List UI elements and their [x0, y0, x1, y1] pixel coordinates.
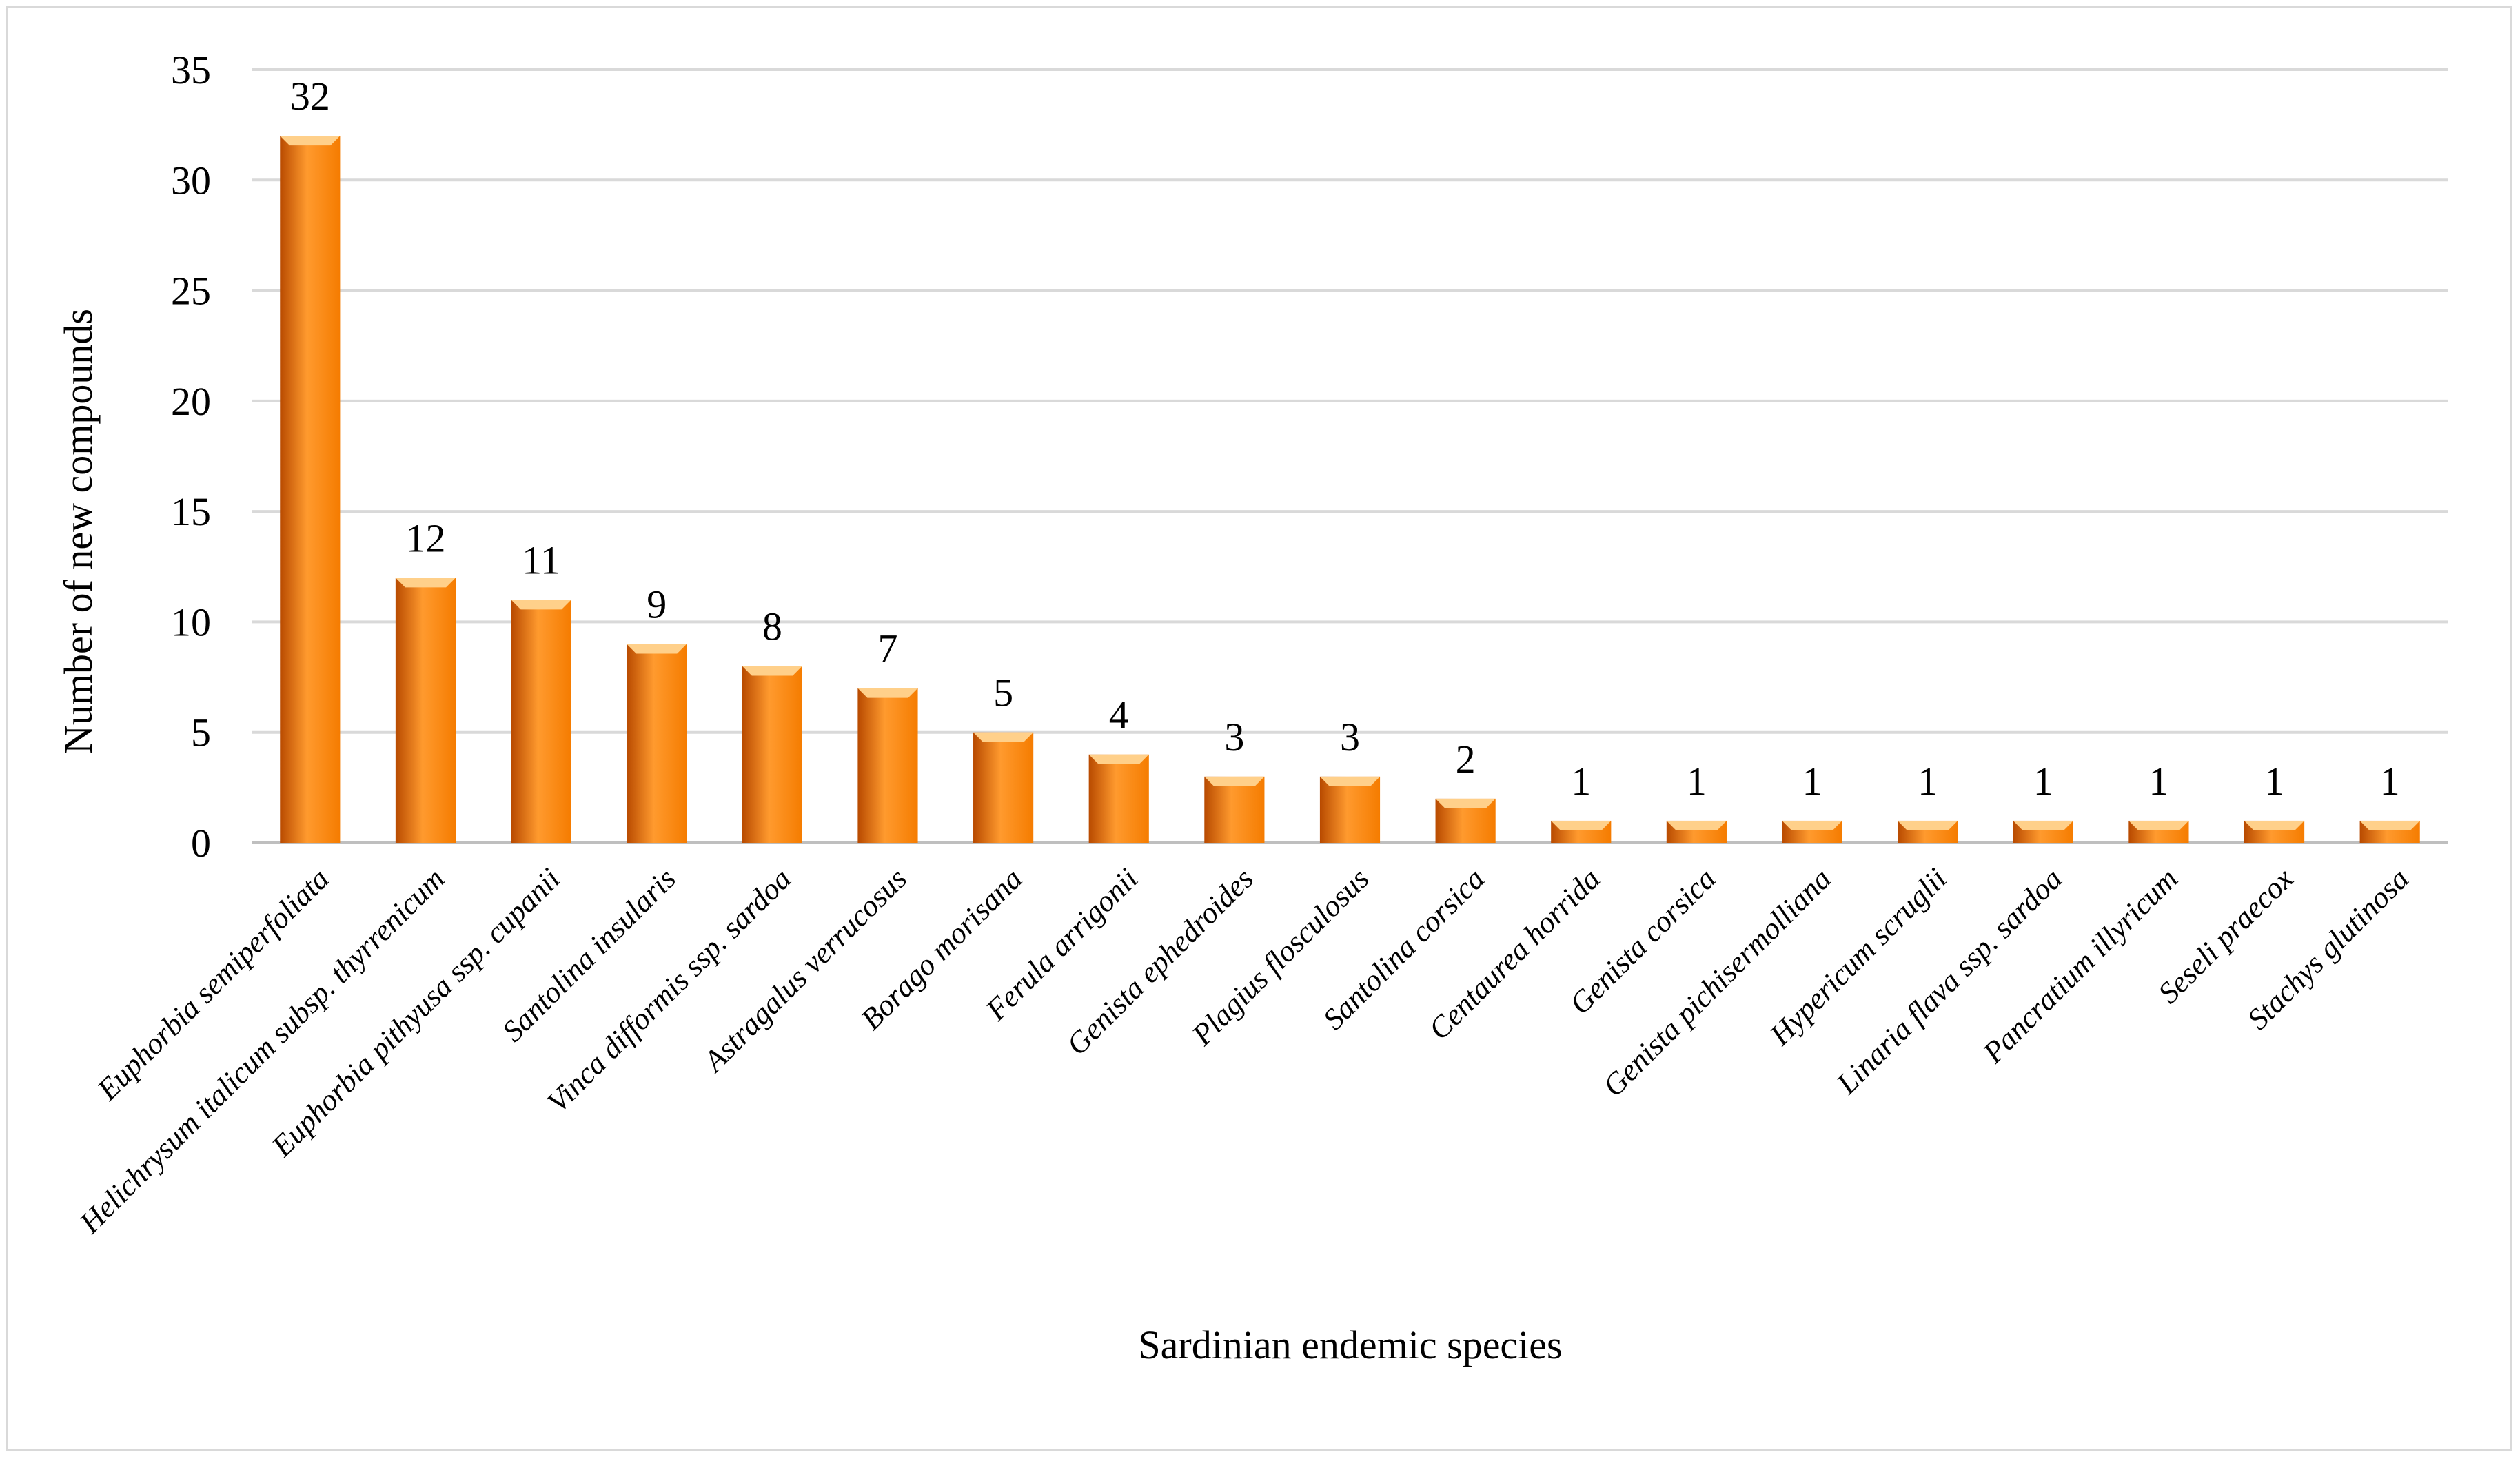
bar-highlight: [2013, 820, 2073, 830]
bar-highlight: [1435, 798, 1496, 808]
data-label: 2: [1456, 737, 1476, 781]
bar-highlight: [2128, 820, 2189, 830]
bar-highlight: [627, 644, 687, 654]
data-label: 9: [647, 582, 667, 626]
data-label: 1: [1687, 759, 1707, 804]
bar-highlight: [2244, 820, 2305, 830]
category-label: Linaria flava ssp. sardoa: [1829, 861, 2069, 1101]
y-tick-label: 5: [191, 711, 211, 755]
bar-highlight: [1898, 820, 1958, 830]
bar-highlight: [1204, 776, 1265, 786]
data-label: 8: [762, 604, 782, 649]
data-label: 1: [2148, 759, 2168, 804]
data-label: 1: [2033, 759, 2053, 804]
bar-highlight: [857, 688, 918, 698]
data-label: 1: [2264, 759, 2284, 804]
data-label: 1: [2380, 759, 2400, 804]
y-tick-label: 20: [171, 379, 211, 424]
bar-highlight: [1666, 820, 1727, 830]
category-label: Astragalus verrucosus: [695, 861, 913, 1079]
bar: [511, 600, 571, 843]
bar: [742, 666, 802, 843]
bar-highlight: [1551, 820, 1612, 830]
data-label: 4: [1109, 693, 1129, 737]
bar-highlight: [1782, 820, 1842, 830]
y-tick-label: 35: [171, 48, 211, 92]
y-tick-label: 30: [171, 158, 211, 203]
data-label: 12: [405, 515, 445, 560]
category-label: Genista pichisermolliana: [1596, 861, 1838, 1103]
y-tick-label: 15: [171, 489, 211, 534]
bar: [1204, 776, 1265, 843]
x-axis-title: Sardinian endemic species: [1138, 1322, 1562, 1367]
data-label: 7: [877, 626, 897, 671]
bar-highlight: [511, 600, 571, 610]
gridlines: [252, 68, 2448, 844]
category-label: Vinca difformis ssp. sardoa: [540, 861, 797, 1118]
bar-highlight: [1319, 776, 1381, 786]
y-tick-label: 0: [191, 821, 211, 866]
bar-highlight: [2359, 820, 2420, 830]
bar-highlight: [395, 578, 456, 588]
bar: [627, 644, 687, 843]
category-label: Euphorbia semiperfoliata: [90, 861, 336, 1107]
bar: [280, 136, 341, 844]
y-tick-label: 25: [171, 269, 211, 314]
bar-highlight: [973, 732, 1034, 742]
data-label: 3: [1340, 715, 1360, 759]
bar-highlight: [1088, 754, 1149, 764]
y-tick-label: 10: [171, 600, 211, 644]
bar: [857, 688, 918, 843]
data-label: 32: [290, 74, 330, 119]
y-axis-title: Number of new compounds: [56, 309, 101, 754]
bar-highlight: [280, 136, 341, 146]
data-label: 1: [1918, 759, 1938, 804]
bars: [280, 136, 2420, 844]
data-label: 1: [1571, 759, 1591, 804]
data-label: 1: [1802, 759, 1822, 804]
category-label: Pancratium illyricum: [1976, 861, 2184, 1070]
y-tick-labels: 0 5 10 15 20 25 30 35: [171, 48, 211, 866]
bar: [395, 578, 456, 843]
bar: [973, 732, 1034, 843]
bar-highlight: [742, 666, 802, 676]
bar: [1319, 776, 1381, 843]
data-label: 5: [993, 671, 1013, 715]
data-label: 3: [1224, 715, 1244, 759]
chart-frame: 0 5 10 15 20 25 30 35 32 12 11 9 8 7 5 4 3 3 2 1 1 1 1 1 1 1 1 Eu…: [6, 6, 2512, 1451]
data-label: 11: [522, 538, 560, 582]
bar: [1088, 754, 1149, 843]
